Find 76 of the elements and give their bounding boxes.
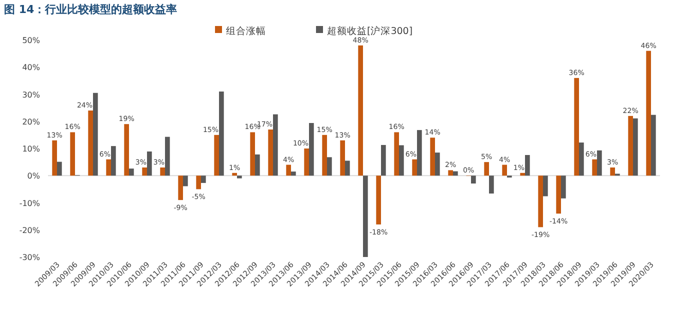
bar — [147, 151, 152, 176]
bar — [88, 110, 93, 176]
bar — [232, 172, 237, 176]
bar — [394, 132, 399, 176]
bar — [345, 160, 350, 176]
legend-label: 组合涨幅 — [226, 25, 266, 37]
bar — [376, 176, 381, 224]
bar — [579, 142, 584, 176]
bar — [610, 167, 615, 176]
bar — [255, 154, 260, 176]
bar — [453, 171, 458, 176]
bar — [556, 176, 561, 214]
bar — [160, 167, 165, 176]
bar — [237, 176, 242, 178]
bar — [327, 157, 332, 176]
bar — [363, 176, 368, 257]
bar — [129, 168, 134, 176]
bar — [304, 148, 309, 176]
bar — [309, 123, 314, 176]
bar — [484, 162, 489, 176]
bar — [268, 130, 273, 176]
bar — [489, 176, 494, 194]
bar — [70, 132, 75, 176]
y-tick-label: 50% — [22, 36, 40, 45]
bar — [628, 116, 633, 176]
bar — [381, 144, 386, 176]
y-tick-label: -10% — [19, 198, 40, 208]
bar — [124, 124, 129, 176]
bar — [358, 45, 363, 176]
bar — [142, 167, 147, 176]
bar — [633, 118, 638, 176]
bar — [412, 159, 417, 176]
bar — [219, 92, 224, 176]
bar — [57, 162, 62, 176]
bar — [430, 138, 435, 176]
y-tick-label: 40% — [22, 63, 40, 72]
bar — [538, 176, 543, 228]
bar — [651, 114, 656, 176]
y-tick-label: 10% — [22, 144, 40, 154]
bar — [520, 172, 525, 176]
bar — [322, 134, 327, 176]
bar — [340, 140, 345, 176]
y-tick-label: 20% — [22, 117, 40, 126]
bar — [93, 92, 98, 176]
bar — [111, 146, 116, 176]
bar — [597, 150, 602, 176]
bar — [561, 176, 566, 198]
y-tick-label: -20% — [19, 226, 40, 235]
bar — [183, 176, 188, 186]
bar — [165, 136, 170, 176]
y-tick-label: 0% — [27, 172, 40, 181]
y-tick-label: 30% — [22, 90, 40, 100]
bar — [592, 159, 597, 176]
chart-title: 图 14：行业比较模型的超额收益率 — [4, 3, 178, 16]
bar — [178, 176, 183, 200]
bar — [196, 176, 201, 190]
bar — [273, 114, 278, 176]
y-tick-label: -30% — [19, 253, 40, 262]
bar — [502, 164, 507, 176]
bar — [399, 145, 404, 176]
bar — [543, 176, 548, 196]
bar — [574, 78, 579, 176]
bar — [471, 176, 476, 184]
bar — [52, 140, 57, 176]
bar — [201, 176, 206, 183]
bar — [525, 155, 530, 176]
bar — [417, 130, 422, 176]
bar — [291, 172, 296, 176]
bar — [448, 170, 453, 176]
bar — [106, 159, 111, 176]
bar — [646, 50, 651, 176]
bar — [250, 132, 255, 176]
bar — [214, 134, 219, 176]
bar — [435, 152, 440, 176]
legend-label: 超额收益[沪深300] — [327, 25, 413, 37]
bar — [286, 164, 291, 176]
